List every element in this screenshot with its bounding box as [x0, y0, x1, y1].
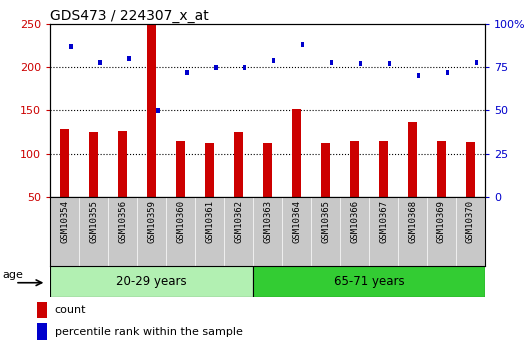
Bar — [437, 141, 446, 197]
Text: GDS473 / 224307_x_at: GDS473 / 224307_x_at — [50, 9, 209, 23]
Text: percentile rank within the sample: percentile rank within the sample — [55, 327, 242, 337]
Bar — [417, 73, 420, 79]
Text: GSM10361: GSM10361 — [205, 200, 214, 243]
Bar — [37, 323, 47, 340]
Text: GSM10360: GSM10360 — [176, 200, 185, 243]
Text: GSM10365: GSM10365 — [321, 200, 330, 243]
Text: GSM10359: GSM10359 — [147, 200, 156, 243]
Text: 65-71 years: 65-71 years — [334, 275, 404, 288]
Text: count: count — [55, 305, 86, 315]
Text: GSM10369: GSM10369 — [437, 200, 446, 243]
Bar — [292, 109, 301, 197]
Bar — [388, 61, 391, 66]
Bar — [176, 141, 185, 197]
Bar — [379, 141, 388, 197]
Bar — [156, 108, 160, 113]
Text: 20-29 years: 20-29 years — [117, 275, 187, 288]
Bar — [118, 131, 127, 197]
Bar — [350, 141, 359, 197]
Bar — [243, 65, 246, 70]
Bar — [205, 143, 214, 197]
Text: GSM10363: GSM10363 — [263, 200, 272, 243]
Bar — [147, 20, 156, 197]
Text: age: age — [3, 270, 23, 280]
Text: GSM10366: GSM10366 — [350, 200, 359, 243]
Bar — [50, 266, 253, 297]
Bar — [446, 70, 449, 75]
Bar — [301, 42, 304, 47]
Bar — [475, 59, 478, 65]
Text: GSM10364: GSM10364 — [292, 200, 301, 243]
Bar — [69, 44, 73, 49]
Bar — [272, 58, 276, 63]
Bar — [321, 143, 330, 197]
Bar — [185, 70, 189, 75]
Bar — [253, 266, 485, 297]
Bar — [37, 302, 47, 318]
Text: GSM10368: GSM10368 — [408, 200, 417, 243]
Bar — [214, 65, 217, 70]
Text: GSM10370: GSM10370 — [466, 200, 475, 243]
Bar — [466, 142, 475, 197]
Bar — [330, 59, 333, 65]
Text: GSM10354: GSM10354 — [60, 200, 69, 243]
Bar — [60, 129, 69, 197]
Bar — [90, 132, 98, 197]
Bar — [127, 56, 130, 61]
Text: GSM10356: GSM10356 — [118, 200, 127, 243]
Bar — [98, 59, 102, 65]
Bar — [263, 143, 272, 197]
Bar — [408, 122, 417, 197]
Bar — [359, 61, 363, 66]
Text: GSM10367: GSM10367 — [379, 200, 388, 243]
Text: GSM10362: GSM10362 — [234, 200, 243, 243]
Bar — [234, 132, 243, 197]
Text: GSM10355: GSM10355 — [90, 200, 98, 243]
